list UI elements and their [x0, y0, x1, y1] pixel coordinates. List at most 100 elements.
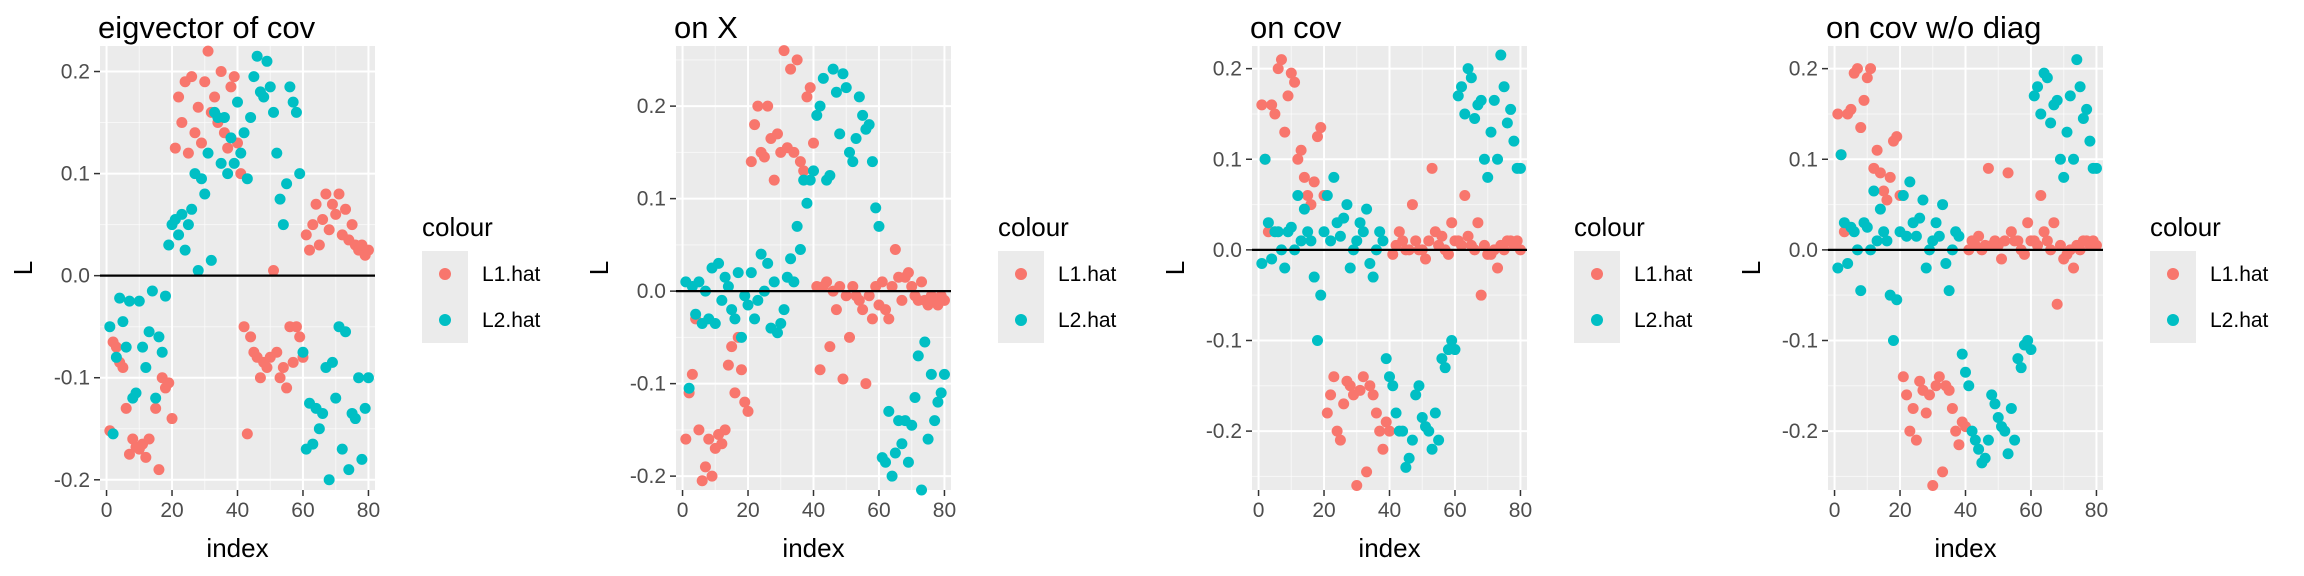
y-tick-label: 0.1 — [1789, 148, 1818, 171]
data-point — [1377, 443, 1389, 455]
data-point — [906, 419, 918, 431]
data-point — [2022, 217, 2034, 229]
data-point — [2054, 239, 2066, 251]
data-point — [2035, 190, 2047, 202]
data-point — [1478, 153, 1490, 165]
data-point — [1370, 407, 1382, 419]
x-tick-label: 20 — [736, 499, 759, 522]
data-point — [808, 165, 819, 177]
data-point — [140, 451, 152, 463]
data-point — [742, 405, 754, 417]
chart-title: eigvector of cov — [98, 10, 316, 45]
data-point — [729, 387, 741, 399]
data-point — [1406, 434, 1418, 446]
data-point — [202, 147, 214, 159]
data-point — [274, 193, 286, 205]
data-point — [693, 276, 705, 288]
data-point — [274, 372, 286, 384]
data-point — [326, 198, 338, 210]
legend-marker — [1015, 268, 1027, 280]
x-tick-label: 80 — [2085, 499, 2108, 522]
data-point — [1272, 226, 1284, 238]
legend-marker — [2167, 268, 2179, 280]
data-point — [1456, 81, 1468, 93]
data-point — [349, 413, 361, 425]
data-point — [2048, 217, 2060, 229]
data-point — [2022, 334, 2034, 346]
data-point — [722, 359, 734, 371]
series-L2.hat — [104, 50, 374, 486]
data-point — [1861, 221, 1873, 233]
data-point — [2061, 126, 2073, 138]
data-point — [683, 382, 695, 394]
data-point — [1982, 434, 1994, 446]
data-point — [1868, 185, 1880, 197]
data-point — [1403, 452, 1415, 464]
data-point — [840, 290, 852, 302]
data-point — [1433, 434, 1445, 446]
data-point — [287, 96, 299, 108]
data-point — [1279, 262, 1291, 274]
data-point — [297, 346, 309, 358]
data-point — [2081, 103, 2093, 115]
data-point — [1953, 230, 1965, 242]
data-point — [1279, 126, 1291, 138]
data-point — [1416, 412, 1428, 424]
data-point — [896, 438, 908, 450]
data-point — [1262, 217, 1274, 229]
data-point — [356, 453, 368, 465]
data-point — [1446, 217, 1458, 229]
data-point — [189, 127, 201, 139]
data-point — [1485, 126, 1497, 138]
y-tick-label: 0.1 — [1213, 148, 1242, 171]
panel-3: 0 20 40 60 80 -0.2 -0.1 0.0 0.1 0.2 on cov index Lco… — [1160, 10, 1693, 563]
data-point — [1387, 380, 1399, 392]
data-point — [2009, 434, 2021, 446]
x-tick-label: 20 — [160, 499, 183, 522]
data-point — [1259, 153, 1271, 165]
y-tick-label: -0.2 — [54, 469, 90, 492]
data-point — [176, 208, 188, 220]
data-point — [137, 341, 149, 353]
data-point — [2054, 153, 2066, 165]
data-point — [1282, 90, 1294, 102]
data-point — [346, 219, 358, 231]
data-point — [1384, 371, 1395, 383]
data-point — [876, 276, 888, 288]
data-point — [896, 294, 908, 306]
data-point — [1423, 235, 1435, 247]
data-point — [1927, 479, 1939, 491]
data-point — [1275, 54, 1287, 66]
data-point — [866, 313, 878, 325]
data-point — [824, 341, 836, 353]
data-point — [2051, 94, 2063, 106]
legend-marker — [439, 314, 451, 326]
data-point — [330, 208, 342, 220]
data-point — [938, 368, 950, 380]
data-point — [1462, 63, 1474, 75]
data-point — [938, 294, 950, 306]
data-point — [837, 68, 849, 80]
data-point — [1887, 334, 1899, 346]
data-point — [146, 285, 158, 297]
data-point — [847, 281, 859, 292]
data-point — [719, 271, 731, 283]
data-point — [313, 239, 325, 251]
x-tick-label: 40 — [802, 499, 825, 522]
data-point — [693, 424, 705, 436]
data-point — [1315, 289, 1327, 301]
legend-entry-label: L1.hat — [482, 263, 541, 286]
data-point — [1423, 425, 1435, 437]
data-point — [2035, 108, 2047, 120]
data-point — [1308, 176, 1320, 188]
data-point — [778, 304, 790, 316]
data-point — [739, 290, 751, 302]
y-tick-label: 0.0 — [61, 265, 90, 288]
data-point — [1874, 203, 1886, 215]
data-point — [120, 402, 132, 414]
data-point — [844, 331, 856, 343]
data-point — [110, 341, 122, 353]
data-point — [1429, 407, 1441, 419]
panel-1: 0 20 40 60 80 -0.2 -0.1 0.0 0.1 0.2 eigvector of c… — [8, 10, 541, 563]
data-point — [758, 151, 770, 163]
